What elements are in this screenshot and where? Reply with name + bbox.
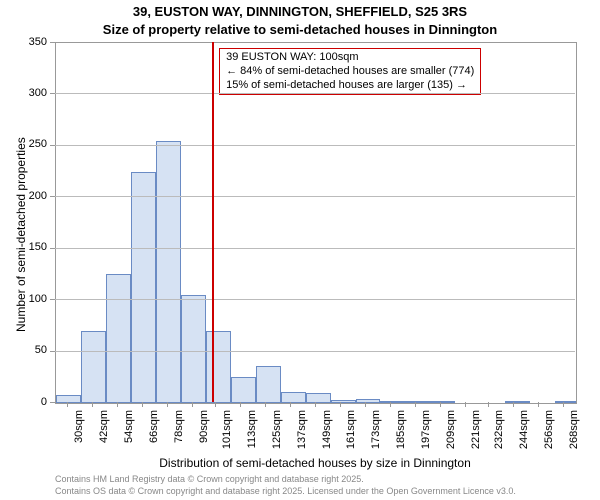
- histogram-bar: [106, 274, 131, 403]
- xtick-mark: [92, 402, 93, 407]
- ytick-label: 250: [0, 138, 47, 150]
- gridline: [55, 93, 575, 94]
- ytick-mark: [50, 42, 55, 43]
- xtick-mark: [538, 402, 539, 407]
- xtick-label: 221sqm: [470, 410, 482, 450]
- reference-line: [212, 42, 214, 402]
- xtick-mark: [563, 402, 564, 407]
- xtick-label: 149sqm: [321, 410, 333, 450]
- histogram-bar: [181, 295, 206, 403]
- xtick-label: 113sqm: [246, 410, 258, 450]
- xtick-mark: [265, 402, 266, 407]
- annotation-box: 39 EUSTON WAY: 100sqm ← 84% of semi-deta…: [219, 48, 481, 95]
- xtick-label: 90sqm: [198, 410, 210, 450]
- histogram-bar: [331, 400, 356, 403]
- xtick-mark: [142, 402, 143, 407]
- xtick-mark: [192, 402, 193, 407]
- xtick-label: 197sqm: [420, 410, 432, 450]
- xtick-label: 101sqm: [221, 410, 233, 450]
- xtick-mark: [440, 402, 441, 407]
- histogram-bar: [231, 377, 256, 403]
- ytick-label: 150: [0, 241, 47, 253]
- chart-title-line1: 39, EUSTON WAY, DINNINGTON, SHEFFIELD, S…: [0, 4, 600, 19]
- gridline: [55, 351, 575, 352]
- xtick-label: 232sqm: [493, 410, 505, 450]
- histogram-bar: [505, 401, 530, 403]
- xtick-mark: [67, 402, 68, 407]
- xtick-label: 54sqm: [123, 410, 135, 450]
- histogram-bar: [555, 401, 576, 403]
- annotation-line3: 15% of semi-detached houses are larger (…: [226, 79, 474, 93]
- histogram-bar: [56, 395, 81, 403]
- histogram-bar: [356, 399, 381, 403]
- ytick-label: 0: [0, 396, 47, 408]
- chart-title-line2: Size of property relative to semi-detach…: [0, 22, 600, 37]
- histogram-bar: [256, 366, 281, 403]
- ytick-mark: [50, 402, 55, 403]
- xtick-label: 244sqm: [518, 410, 530, 450]
- xtick-label: 78sqm: [173, 410, 185, 450]
- chart-container: 39, EUSTON WAY, DINNINGTON, SHEFFIELD, S…: [0, 0, 600, 500]
- xtick-mark: [240, 402, 241, 407]
- annotation-line2: ← 84% of semi-detached houses are smalle…: [226, 65, 474, 79]
- ytick-label: 200: [0, 190, 47, 202]
- xtick-label: 125sqm: [271, 410, 283, 450]
- xtick-label: 30sqm: [73, 410, 85, 450]
- attribution-line1: Contains HM Land Registry data © Crown c…: [55, 474, 364, 484]
- histogram-bar: [380, 401, 405, 403]
- gridline: [55, 196, 575, 197]
- ytick-label: 50: [0, 344, 47, 356]
- xtick-mark: [488, 402, 489, 407]
- histogram-bar: [206, 331, 231, 403]
- x-axis-label: Distribution of semi-detached houses by …: [55, 456, 575, 470]
- ytick-label: 350: [0, 36, 47, 48]
- xtick-mark: [167, 402, 168, 407]
- histogram-bar: [306, 393, 331, 403]
- gridline: [55, 248, 575, 249]
- xtick-mark: [415, 402, 416, 407]
- xtick-mark: [117, 402, 118, 407]
- gridline: [55, 299, 575, 300]
- xtick-mark: [315, 402, 316, 407]
- ytick-mark: [50, 299, 55, 300]
- xtick-mark: [340, 402, 341, 407]
- histogram-bar: [405, 401, 430, 403]
- histogram-bar: [81, 331, 106, 403]
- annotation-line1: 39 EUSTON WAY: 100sqm: [226, 51, 474, 65]
- xtick-label: 209sqm: [445, 410, 457, 450]
- xtick-label: 173sqm: [370, 410, 382, 450]
- xtick-mark: [215, 402, 216, 407]
- xtick-mark: [365, 402, 366, 407]
- histogram-bar: [131, 172, 156, 403]
- histogram-bar: [430, 401, 455, 403]
- xtick-label: 185sqm: [395, 410, 407, 450]
- xtick-mark: [513, 402, 514, 407]
- gridline: [55, 145, 575, 146]
- ytick-mark: [50, 145, 55, 146]
- xtick-mark: [390, 402, 391, 407]
- ytick-mark: [50, 196, 55, 197]
- xtick-label: 137sqm: [296, 410, 308, 450]
- xtick-label: 256sqm: [543, 410, 555, 450]
- xtick-mark: [290, 402, 291, 407]
- attribution-line2: Contains OS data © Crown copyright and d…: [55, 486, 516, 496]
- xtick-label: 161sqm: [345, 410, 357, 450]
- ytick-mark: [50, 248, 55, 249]
- ytick-mark: [50, 351, 55, 352]
- xtick-label: 42sqm: [98, 410, 110, 450]
- ytick-label: 300: [0, 87, 47, 99]
- histogram-bar: [281, 392, 306, 403]
- histogram-bar: [156, 141, 181, 403]
- xtick-label: 268sqm: [568, 410, 580, 450]
- xtick-mark: [465, 402, 466, 407]
- xtick-label: 66sqm: [148, 410, 160, 450]
- ytick-mark: [50, 93, 55, 94]
- ytick-label: 100: [0, 293, 47, 305]
